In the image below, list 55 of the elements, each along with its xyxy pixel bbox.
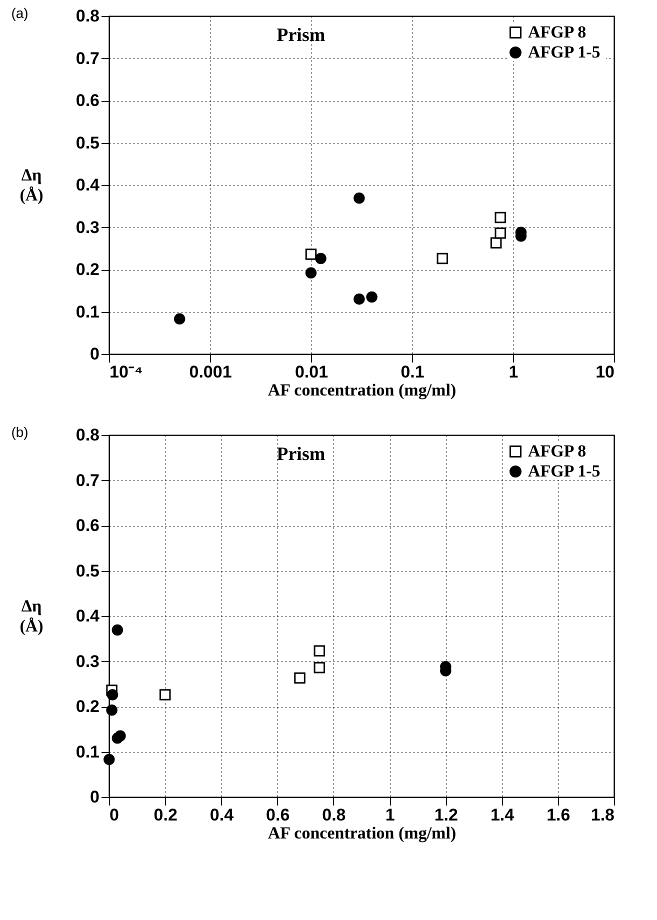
- chart-title: (a): [11, 5, 28, 21]
- x-tick-label: 0.001: [189, 362, 232, 382]
- x-tick-label: 1: [508, 362, 518, 382]
- point: [159, 689, 171, 700]
- point: [106, 689, 118, 700]
- x-tick-label: 1.4: [490, 806, 515, 824]
- y-tick-label: 0.8: [76, 426, 100, 444]
- point: [104, 754, 115, 766]
- point: [314, 662, 326, 674]
- x-tick-label: 1.6: [546, 806, 570, 824]
- legend-label: AFGP 8: [528, 442, 586, 460]
- y-axis-title: Δη (Å): [20, 166, 44, 204]
- y-tick-label: 0.8: [76, 6, 100, 26]
- y-tick-label: 0: [90, 788, 100, 806]
- legend-label: AFGP 1-5: [528, 42, 600, 62]
- legend-label: AFGP 8: [528, 22, 586, 42]
- point: [112, 624, 124, 636]
- x-tick-label: 0.1: [400, 362, 424, 382]
- x-tick-label: 10: [596, 362, 614, 382]
- y-tick-label: 0.4: [76, 606, 100, 626]
- point: [106, 704, 118, 716]
- legend-label: AFGP 1-5: [528, 462, 600, 480]
- annotation: Prism: [276, 25, 326, 46]
- y-tick-label: 0.6: [76, 91, 100, 110]
- y-tick-label: 0.5: [76, 133, 100, 152]
- chart-title: (b): [11, 424, 28, 440]
- x-tick-label: 1.2: [434, 806, 458, 824]
- annotation: Prism: [276, 444, 326, 465]
- x-tick-label: 1.8: [590, 806, 614, 824]
- y-tick-label: 0: [90, 344, 100, 364]
- y-tick-label: 0.5: [76, 561, 100, 580]
- y-tick-label: 0.7: [76, 470, 100, 490]
- y-tick-label: 0.1: [76, 302, 100, 322]
- point: [314, 645, 326, 656]
- y-tick-label: 0.6: [76, 516, 100, 535]
- y-tick-label: 0.2: [76, 697, 100, 716]
- x-tick-label: 0.8: [322, 806, 346, 824]
- point: [114, 730, 126, 742]
- x-axis-title: AF concentration (mg/ml): [268, 380, 456, 400]
- x-tick-label: 0.4: [210, 806, 234, 824]
- x-axis-title: AF concentration (mg/ml): [268, 824, 456, 842]
- y-tick-label: 0.2: [76, 260, 100, 279]
- y-tick-label: 0.7: [76, 48, 100, 68]
- point: [294, 672, 306, 684]
- x-tick-label: 0.6: [266, 806, 290, 824]
- y-tick-label: 0.4: [76, 176, 100, 194]
- y-tick-label: 0.3: [76, 652, 100, 671]
- y-axis-title: Δη (Å): [20, 596, 44, 636]
- y-tick-label: 0.1: [76, 742, 100, 762]
- x-tick-label: 0: [110, 806, 119, 824]
- x-tick-label: 0.01: [294, 362, 328, 382]
- x-tick-label: 1: [385, 806, 395, 824]
- x-tick-label: 0.2: [154, 806, 178, 824]
- y-tick-label: 0.3: [76, 218, 100, 237]
- x-tick-label: 10⁻⁴: [110, 362, 143, 382]
